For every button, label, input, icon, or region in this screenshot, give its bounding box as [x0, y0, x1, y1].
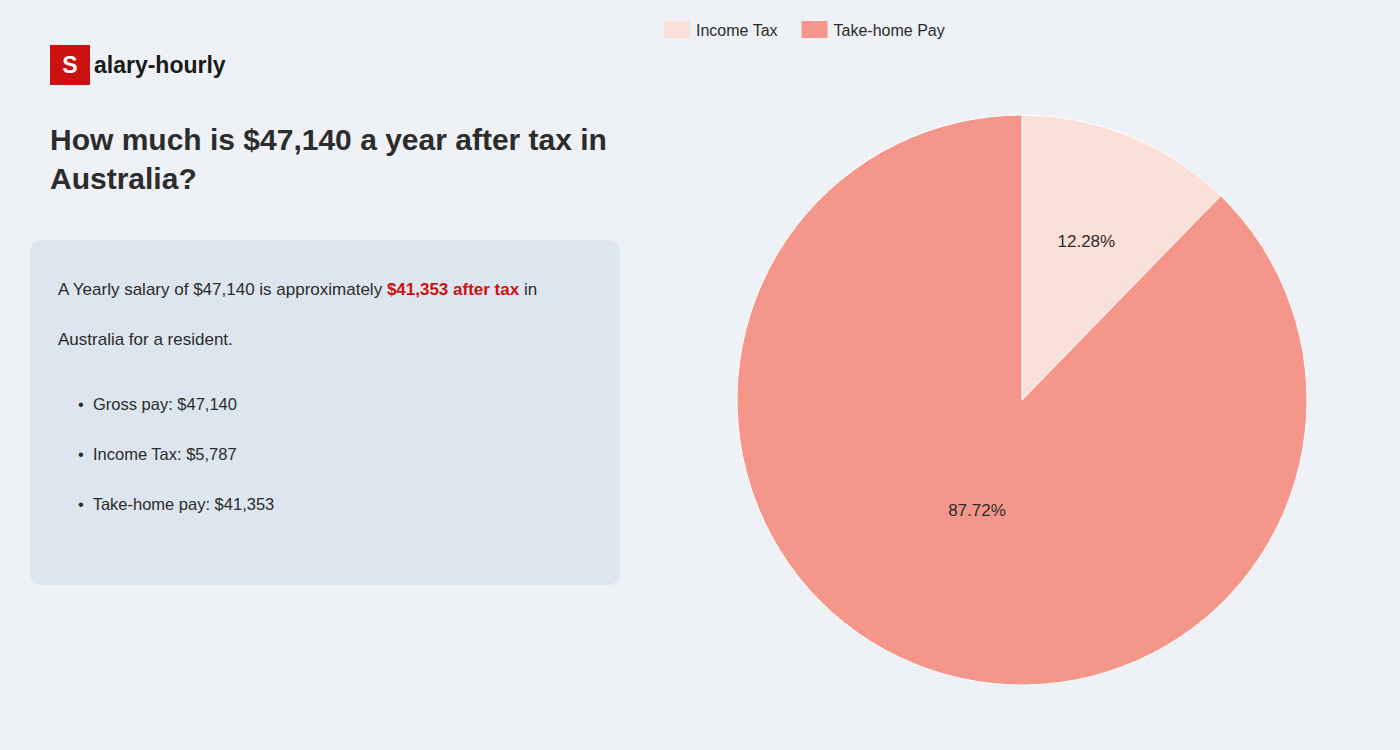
data-labels: 12.28% 87.72% [948, 232, 1115, 520]
legend-label: Income Tax [696, 22, 778, 39]
data-label: 87.72% [948, 501, 1006, 520]
background [0, 0, 1400, 750]
logo-text: alary-hourly [94, 52, 226, 78]
legend-item: Income Tax [664, 21, 778, 39]
title-line: How much is $47,140 a year after tax in [50, 123, 607, 156]
legend-swatch [802, 21, 828, 38]
summary-segment: $41,353 after tax [387, 280, 520, 299]
pie [737, 115, 1307, 685]
logo-box [50, 45, 90, 85]
legend-label: Take-home Pay [834, 22, 945, 39]
data-label: 12.28% [1058, 232, 1116, 251]
info-box [30, 240, 620, 585]
summary-segment: in [519, 280, 537, 299]
summary-segment: A Yearly salary of $47,140 is approximat… [58, 280, 387, 299]
legend-item: Take-home Pay [802, 21, 945, 39]
summary-line: A Yearly salary of $47,140 is approximat… [58, 280, 537, 299]
chart-root: Salary-hourly How much is $47,140 a year … [0, 0, 1400, 750]
text-panel: Salary-hourly How much is $47,140 a year … [30, 45, 620, 585]
logo-letter: S [62, 52, 77, 78]
bullet-point: • Income Tax: $5,787 [78, 445, 237, 463]
title-line: Australia? [50, 162, 197, 195]
legend: Income Tax Take-home Pay [664, 21, 945, 39]
title: How much is $47,140 a year after tax in A… [50, 123, 607, 195]
bullet-point: • Take-home pay: $41,353 [78, 495, 274, 513]
legend-swatch [664, 21, 690, 38]
bullet-point: • Gross pay: $47,140 [78, 395, 237, 413]
pie-slice [737, 115, 1307, 685]
summary-line: Australia for a resident. [58, 330, 233, 349]
